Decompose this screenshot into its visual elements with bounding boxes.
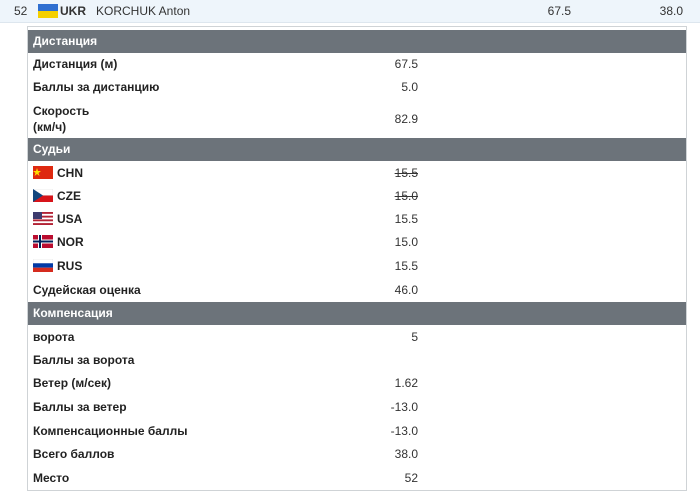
label: CZE bbox=[57, 189, 81, 203]
label: Ветер (м/сек) bbox=[33, 376, 111, 390]
value: 15.5 bbox=[394, 259, 418, 273]
label: ворота bbox=[33, 330, 75, 344]
value: 38.0 bbox=[394, 447, 418, 461]
value: 15.0 bbox=[394, 189, 418, 203]
value: 5.0 bbox=[401, 80, 418, 94]
nation: UKR bbox=[60, 4, 86, 18]
section-header: Компенсация bbox=[28, 302, 686, 325]
value: 5 bbox=[411, 330, 418, 344]
flag bbox=[33, 212, 53, 225]
label: Баллы за ветер bbox=[33, 400, 127, 414]
label: Компенсационные баллы bbox=[33, 424, 188, 438]
flag bbox=[33, 235, 53, 248]
athlete-row[interactable]: 52 UKR KORCHUK Anton 67.5 38.0 bbox=[0, 0, 700, 23]
label: Судейская оценка bbox=[33, 283, 141, 297]
value: 46.0 bbox=[394, 283, 418, 297]
value: 15.5 bbox=[394, 166, 418, 180]
label: Дистанция (м) bbox=[33, 57, 118, 71]
detail-panel: Дистанция Дистанция (м) 67.5 Баллы за дис… bbox=[27, 26, 687, 491]
athlete-name: KORCHUK Anton bbox=[96, 4, 191, 18]
label: Баллы за ворота bbox=[33, 353, 135, 367]
section-header: Дистанция bbox=[28, 30, 686, 53]
value: -13.0 bbox=[390, 424, 418, 438]
section-header: Судьи bbox=[28, 138, 686, 161]
value: 52 bbox=[404, 471, 418, 485]
flag bbox=[33, 189, 53, 202]
points: 38.0 bbox=[659, 4, 683, 18]
flag bbox=[38, 4, 58, 18]
value: -13.0 bbox=[390, 400, 418, 414]
label: Скорость (км/ч) bbox=[33, 104, 90, 134]
label: Баллы за дистанцию bbox=[33, 80, 160, 94]
label: NOR bbox=[57, 235, 84, 249]
value: 15.5 bbox=[394, 212, 418, 226]
label: USA bbox=[57, 212, 83, 226]
value: 82.9 bbox=[394, 112, 418, 126]
label: RUS bbox=[57, 259, 83, 273]
label: Место bbox=[33, 471, 70, 485]
distance: 67.5 bbox=[547, 4, 571, 18]
value: 67.5 bbox=[394, 57, 418, 71]
flag bbox=[33, 259, 53, 272]
flag bbox=[33, 166, 53, 179]
rank: 52 bbox=[14, 4, 28, 18]
label: CHN bbox=[57, 166, 83, 180]
label: Всего баллов bbox=[33, 447, 115, 461]
value: 1.62 bbox=[394, 376, 418, 390]
value: 15.0 bbox=[394, 235, 418, 249]
